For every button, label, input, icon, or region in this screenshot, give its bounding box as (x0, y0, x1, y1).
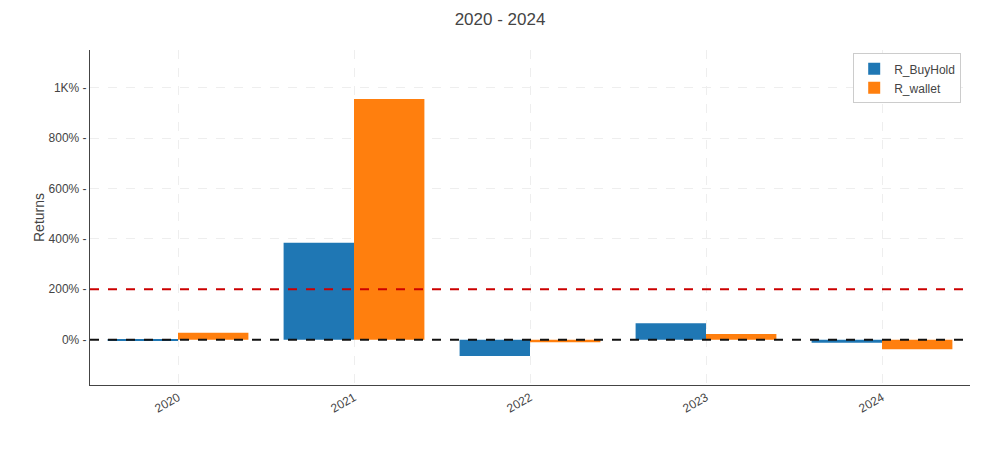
svg-text:R_wallet: R_wallet (894, 82, 941, 96)
svg-text:1K% -: 1K% - (54, 81, 87, 95)
svg-text:2020: 2020 (152, 390, 182, 416)
svg-text:2024: 2024 (856, 390, 886, 416)
svg-text:600% -: 600% - (49, 182, 87, 196)
svg-text:Returns: Returns (31, 193, 47, 242)
svg-text:2023: 2023 (680, 390, 710, 416)
svg-text:2020 - 2024: 2020 - 2024 (455, 10, 546, 29)
svg-text:R_BuyHold: R_BuyHold (894, 63, 955, 77)
svg-text:400% -: 400% - (49, 232, 87, 246)
svg-text:800% -: 800% - (49, 131, 87, 145)
svg-text:200% -: 200% - (49, 282, 87, 296)
svg-text:0% -: 0% - (62, 333, 87, 347)
svg-text:2022: 2022 (504, 390, 534, 416)
svg-text:2021: 2021 (328, 390, 358, 416)
